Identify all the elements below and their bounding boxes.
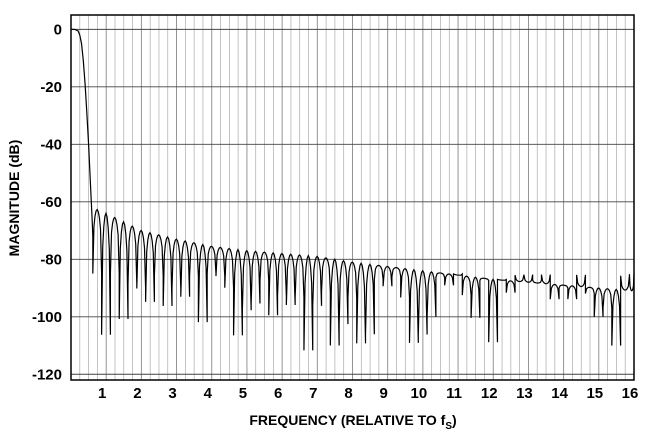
x-tick-label: 6	[274, 385, 282, 402]
x-tick-label: 10	[411, 385, 428, 402]
y-tick-label: -60	[40, 194, 62, 211]
y-tick-label: -20	[40, 79, 62, 96]
y-tick-label: -80	[40, 251, 62, 268]
x-tick-label: 8	[344, 385, 352, 402]
x-tick-label: 16	[622, 385, 639, 402]
x-tick-labels: 1 2 3 4 5 6 7 8 9 10 11 12 13 14 15 16	[98, 385, 638, 402]
plot-frame	[70, 14, 635, 381]
x-axis-label-main: FREQUENCY (RELATIVE TO f	[249, 412, 445, 428]
y-tick-label: -120	[32, 366, 62, 383]
grid	[71, 15, 634, 380]
x-tick-label: 12	[481, 385, 498, 402]
y-tick-label: -100	[32, 309, 62, 326]
x-axis-label-subscript: S	[445, 421, 452, 432]
y-axis-label: MAGNITUDE (dB)	[6, 140, 22, 257]
x-tick-label: 15	[586, 385, 603, 402]
x-tick-label: 1	[98, 385, 106, 402]
x-tick-label: 9	[380, 385, 388, 402]
x-axis-label-close: )	[452, 412, 457, 428]
y-tick-labels: 0 -20 -40 -60 -80 -100 -120	[32, 21, 62, 383]
y-tick-label: -40	[40, 136, 62, 153]
x-tick-label: 5	[239, 385, 247, 402]
x-tick-label: 2	[133, 385, 141, 402]
x-tick-label: 4	[204, 385, 213, 402]
y-tick-label: 0	[54, 21, 62, 38]
x-tick-label: 13	[516, 385, 533, 402]
series-line-magnitude	[71, 28, 635, 351]
x-tick-label: 11	[446, 385, 462, 402]
x-tick-label: 14	[551, 385, 568, 402]
x-axis-label: FREQUENCY (RELATIVE TO fS)	[249, 412, 456, 432]
x-tick-label: 3	[168, 385, 176, 402]
x-tick-label: 7	[309, 385, 317, 402]
